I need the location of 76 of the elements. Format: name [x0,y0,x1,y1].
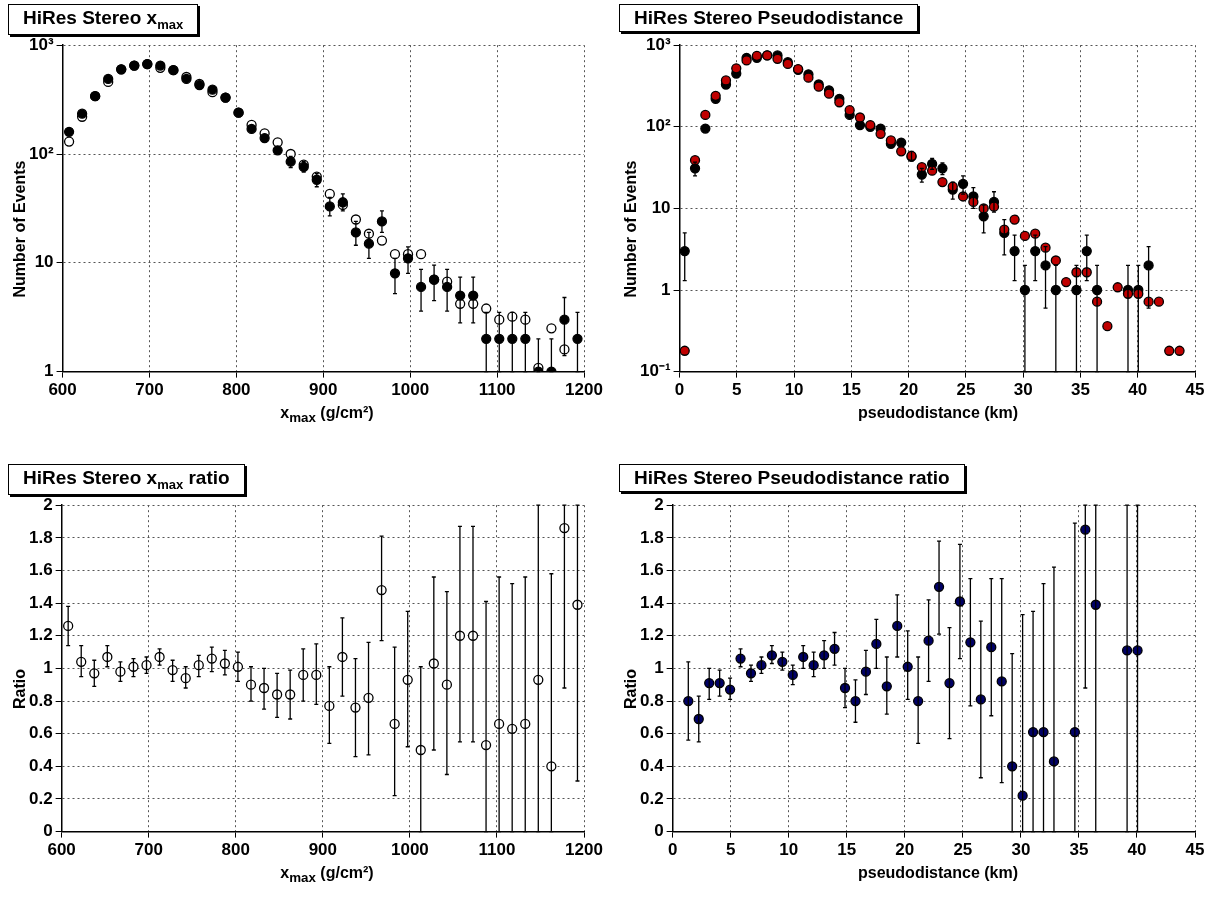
y-tick-label: 1.2 [639,625,664,645]
y-tick-label: 0.6 [639,723,664,743]
y-axis-title: Ratio [11,668,29,711]
chart-title: HiRes Stereo x$_{max}$ ratio [8,464,245,495]
y-tick-label: 1 [661,279,671,299]
y-tick-label: 0.2 [639,788,664,808]
y-axis-title: Number of Events [622,159,640,300]
x-tick-label: 35 [1071,380,1090,400]
x-tick-label: 30 [1013,380,1033,400]
y-tick-label: 2 [654,494,664,514]
y-tick-label: 1 [654,658,664,678]
y-axis-title: Ratio [622,668,640,711]
x-tick-label: 1000 [390,840,429,860]
y-tick-label: 2 [43,494,53,514]
x-tick-label: 700 [134,840,163,860]
x-tick-label: 1200 [565,380,603,400]
x-tick-label: 45 [1185,840,1205,860]
x-tick-label: 1200 [565,840,603,860]
x-tick-label: 30 [1011,840,1031,860]
y-tick-label: 0.4 [639,756,665,776]
x-axis-title: pseudodistance (km) [857,864,1019,882]
y-tick-label: 10³ [645,34,671,54]
x-tick-label: 800 [222,380,251,400]
y-tick-label: 1.6 [639,560,664,580]
x-axis-title: pseudodistance (km) [857,404,1019,422]
y-tick-label: 1.8 [28,527,53,547]
x-tick-label: 15 [841,380,861,400]
x-tick-label: 15 [837,840,857,860]
x-tick-label: 900 [309,380,338,400]
y-tick-label: 1.6 [28,560,53,580]
y-tick-label: 10 [34,252,54,272]
x-tick-label: 5 [732,380,742,400]
y-tick-label: 0.2 [28,788,53,808]
x-axis-title: x$_{max}$ (g/cm²) [279,864,375,886]
x-tick-label: 25 [956,380,976,400]
chart-title: HiRes Stereo Pseudodistance [619,4,919,32]
y-tick-label: 10² [645,116,671,136]
x-tick-label: 1100 [478,380,516,400]
x-tick-label: 5 [725,840,736,860]
y-axis-title: Number of Events [11,159,29,300]
x-tick-label: 600 [47,840,76,860]
x-tick-label: 20 [899,380,919,400]
x-tick-label: 40 [1127,840,1147,860]
x-tick-label: 0 [674,380,685,400]
x-tick-label: 10 [784,380,804,400]
chart-title: HiRes Stereo x$_{max}$ [8,4,199,35]
y-tick-label: 0.8 [639,690,664,710]
y-tick-label: 1.8 [639,527,664,547]
y-tick-label: 1 [44,361,54,381]
x-tick-label: 900 [308,840,337,860]
x-tick-label: 10 [779,840,799,860]
x-tick-label: 1100 [478,840,516,860]
y-tick-label: 0.6 [28,723,53,743]
y-tick-label: 1.2 [28,625,53,645]
x-tick-label: 600 [48,380,77,400]
x-tick-label: 800 [221,840,250,860]
y-tick-label: 1.4 [28,592,54,612]
y-tick-label: 0 [654,821,664,841]
x-tick-label: 20 [895,840,915,860]
y-tick-label: 1.4 [639,592,665,612]
x-tick-label: 1000 [391,380,430,400]
y-tick-label: 1 [43,658,53,678]
x-tick-label: 45 [1185,380,1205,400]
x-tick-label: 35 [1069,840,1089,860]
y-tick-label: 10³ [28,34,54,54]
y-tick-label: 0.8 [28,690,53,710]
x-tick-label: 40 [1128,380,1148,400]
y-tick-label: 0 [43,821,53,841]
y-tick-label: 10² [28,143,54,163]
x-tick-label: 25 [953,840,973,860]
chart-title: HiRes Stereo Pseudodistance ratio [619,464,965,492]
y-tick-label: 0.4 [28,756,54,776]
x-axis-title: x$_{max}$ (g/cm²) [279,404,375,426]
y-tick-label: 10 [651,198,671,218]
y-tick-label: 10⁻¹ [639,361,671,381]
x-tick-label: 700 [135,380,164,400]
